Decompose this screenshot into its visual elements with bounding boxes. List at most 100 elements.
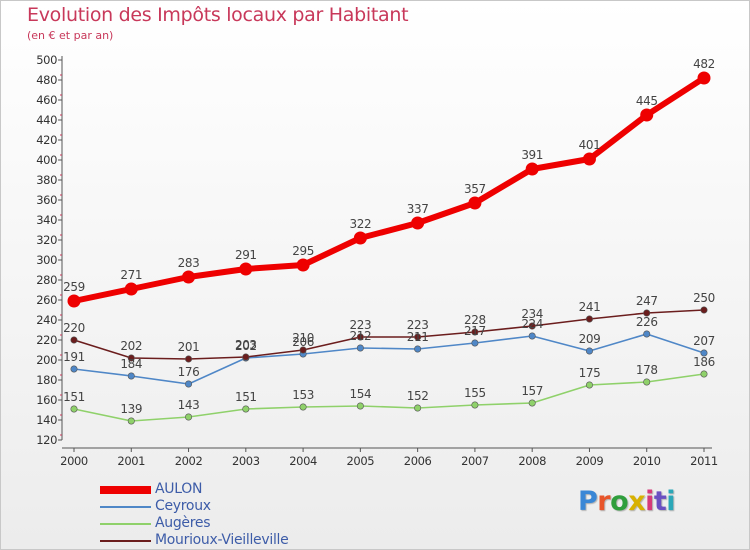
y-tick-label: 400 bbox=[36, 153, 57, 167]
data-label-aulon: 401 bbox=[579, 138, 601, 152]
data-point-mourioux-vieilleville bbox=[643, 309, 651, 317]
y-tick-label: 200 bbox=[36, 353, 57, 367]
data-label-mourioux-vieilleville: 202 bbox=[120, 339, 142, 353]
data-point-augeres bbox=[127, 417, 135, 425]
data-label-ceyroux: 209 bbox=[579, 332, 601, 346]
data-label-ceyroux: 226 bbox=[636, 315, 658, 329]
data-label-ceyroux: 217 bbox=[464, 324, 486, 338]
data-point-aulon bbox=[525, 162, 539, 176]
data-label-mourioux-vieilleville: 210 bbox=[292, 331, 314, 345]
data-label-augeres: 153 bbox=[292, 388, 314, 402]
data-label-augeres: 151 bbox=[63, 390, 85, 404]
data-point-aulon bbox=[468, 196, 482, 210]
data-point-augeres bbox=[528, 399, 536, 407]
x-tick-label: 2007 bbox=[461, 454, 489, 468]
data-label-aulon: 391 bbox=[521, 148, 543, 162]
logo-letter: t bbox=[653, 486, 667, 517]
data-label-aulon: 291 bbox=[235, 248, 257, 262]
data-label-ceyroux: 224 bbox=[521, 317, 543, 331]
y-tick-label: 260 bbox=[36, 293, 57, 307]
data-point-ceyroux bbox=[471, 339, 479, 347]
y-tick-label: 440 bbox=[36, 113, 57, 127]
y-tick-label: 320 bbox=[36, 233, 57, 247]
proxiti-logo: Proxiti bbox=[578, 486, 676, 517]
data-point-augeres bbox=[700, 370, 708, 378]
data-label-ceyroux: 212 bbox=[350, 329, 372, 343]
series-line-aulon bbox=[73, 75, 706, 304]
data-point-mourioux-vieilleville bbox=[70, 336, 78, 344]
data-label-mourioux-vieilleville: 203 bbox=[235, 338, 257, 352]
x-tick-label: 2005 bbox=[347, 454, 375, 468]
data-label-ceyroux: 207 bbox=[693, 334, 715, 348]
data-point-mourioux-vieilleville bbox=[242, 353, 250, 361]
x-tick-label: 2002 bbox=[175, 454, 203, 468]
x-tick-label: 2003 bbox=[232, 454, 260, 468]
data-label-augeres: 186 bbox=[693, 355, 715, 369]
data-point-aulon bbox=[239, 262, 253, 276]
x-tick-label: 2004 bbox=[289, 454, 317, 468]
data-label-augeres: 175 bbox=[579, 366, 601, 380]
data-label-aulon: 259 bbox=[63, 280, 85, 294]
chart-subtitle: (en € et par an) bbox=[27, 29, 114, 42]
data-label-aulon: 322 bbox=[350, 217, 372, 231]
data-label-mourioux-vieilleville: 201 bbox=[178, 340, 200, 354]
data-point-mourioux-vieilleville bbox=[127, 354, 135, 362]
data-point-aulon bbox=[67, 294, 81, 308]
series-line-augeres bbox=[73, 373, 705, 422]
y-tick-label: 360 bbox=[36, 193, 57, 207]
legend-label: AULON bbox=[155, 481, 203, 497]
logo-letter: o bbox=[610, 486, 629, 517]
logo-letter: P bbox=[578, 486, 598, 517]
x-tick-label: 2006 bbox=[404, 454, 432, 468]
data-point-ceyroux bbox=[643, 330, 651, 338]
data-label-aulon: 482 bbox=[693, 57, 715, 71]
data-point-augeres bbox=[242, 405, 250, 413]
data-point-augeres bbox=[585, 381, 593, 389]
legend-swatch bbox=[100, 486, 151, 494]
data-point-mourioux-vieilleville bbox=[700, 306, 708, 314]
data-label-augeres: 143 bbox=[178, 398, 200, 412]
data-label-augeres: 139 bbox=[120, 402, 142, 416]
legend-label: Mourioux-Vieilleville bbox=[155, 532, 289, 548]
chart-title: Evolution des Impôts locaux par Habitant bbox=[27, 4, 409, 26]
data-point-aulon bbox=[296, 258, 310, 272]
data-point-aulon bbox=[182, 270, 196, 284]
x-tick-label: 2010 bbox=[633, 454, 661, 468]
data-point-ceyroux bbox=[414, 345, 422, 353]
data-label-aulon: 337 bbox=[407, 202, 429, 216]
data-label-mourioux-vieilleville: 223 bbox=[407, 318, 429, 332]
data-point-aulon bbox=[353, 231, 367, 245]
series-line-ceyroux bbox=[73, 333, 705, 385]
legend-swatch bbox=[100, 506, 151, 508]
data-point-augeres bbox=[185, 413, 193, 421]
y-tick-label: 300 bbox=[36, 253, 57, 267]
data-label-mourioux-vieilleville: 241 bbox=[579, 300, 601, 314]
data-label-ceyroux: 176 bbox=[178, 365, 200, 379]
data-label-aulon: 357 bbox=[464, 182, 486, 196]
y-tick-label: 140 bbox=[36, 413, 57, 427]
legend-swatch bbox=[100, 540, 151, 542]
data-point-mourioux-vieilleville bbox=[585, 315, 593, 323]
logo-letter: x bbox=[628, 486, 646, 517]
x-tick-label: 2008 bbox=[518, 454, 546, 468]
data-label-aulon: 445 bbox=[636, 94, 658, 108]
data-point-augeres bbox=[414, 404, 422, 412]
y-tick-label: 460 bbox=[36, 93, 57, 107]
y-tick-label: 180 bbox=[36, 373, 57, 387]
data-point-ceyroux bbox=[70, 365, 78, 373]
data-point-augeres bbox=[70, 405, 78, 413]
y-tick-label: 160 bbox=[36, 393, 57, 407]
data-point-mourioux-vieilleville bbox=[471, 328, 479, 336]
x-tick-label: 2000 bbox=[60, 454, 88, 468]
y-tick-label: 120 bbox=[36, 433, 57, 447]
data-label-mourioux-vieilleville: 228 bbox=[464, 313, 486, 327]
y-tick-label: 500 bbox=[36, 53, 57, 67]
y-tick-label: 340 bbox=[36, 213, 57, 227]
data-point-ceyroux bbox=[356, 344, 364, 352]
y-tick-label: 280 bbox=[36, 273, 57, 287]
data-point-aulon bbox=[640, 108, 654, 122]
data-point-mourioux-vieilleville bbox=[299, 346, 307, 354]
y-tick-label: 480 bbox=[36, 73, 57, 87]
legend-swatch bbox=[100, 523, 151, 525]
